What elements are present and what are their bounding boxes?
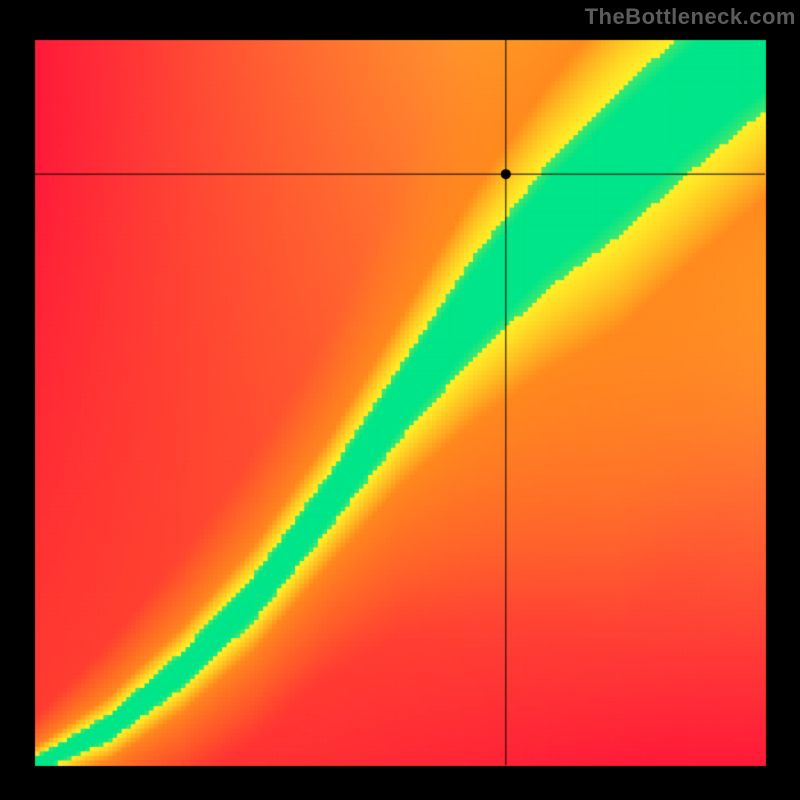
watermark-text: TheBottleneck.com	[585, 4, 796, 30]
bottleneck-heatmap	[0, 0, 800, 800]
